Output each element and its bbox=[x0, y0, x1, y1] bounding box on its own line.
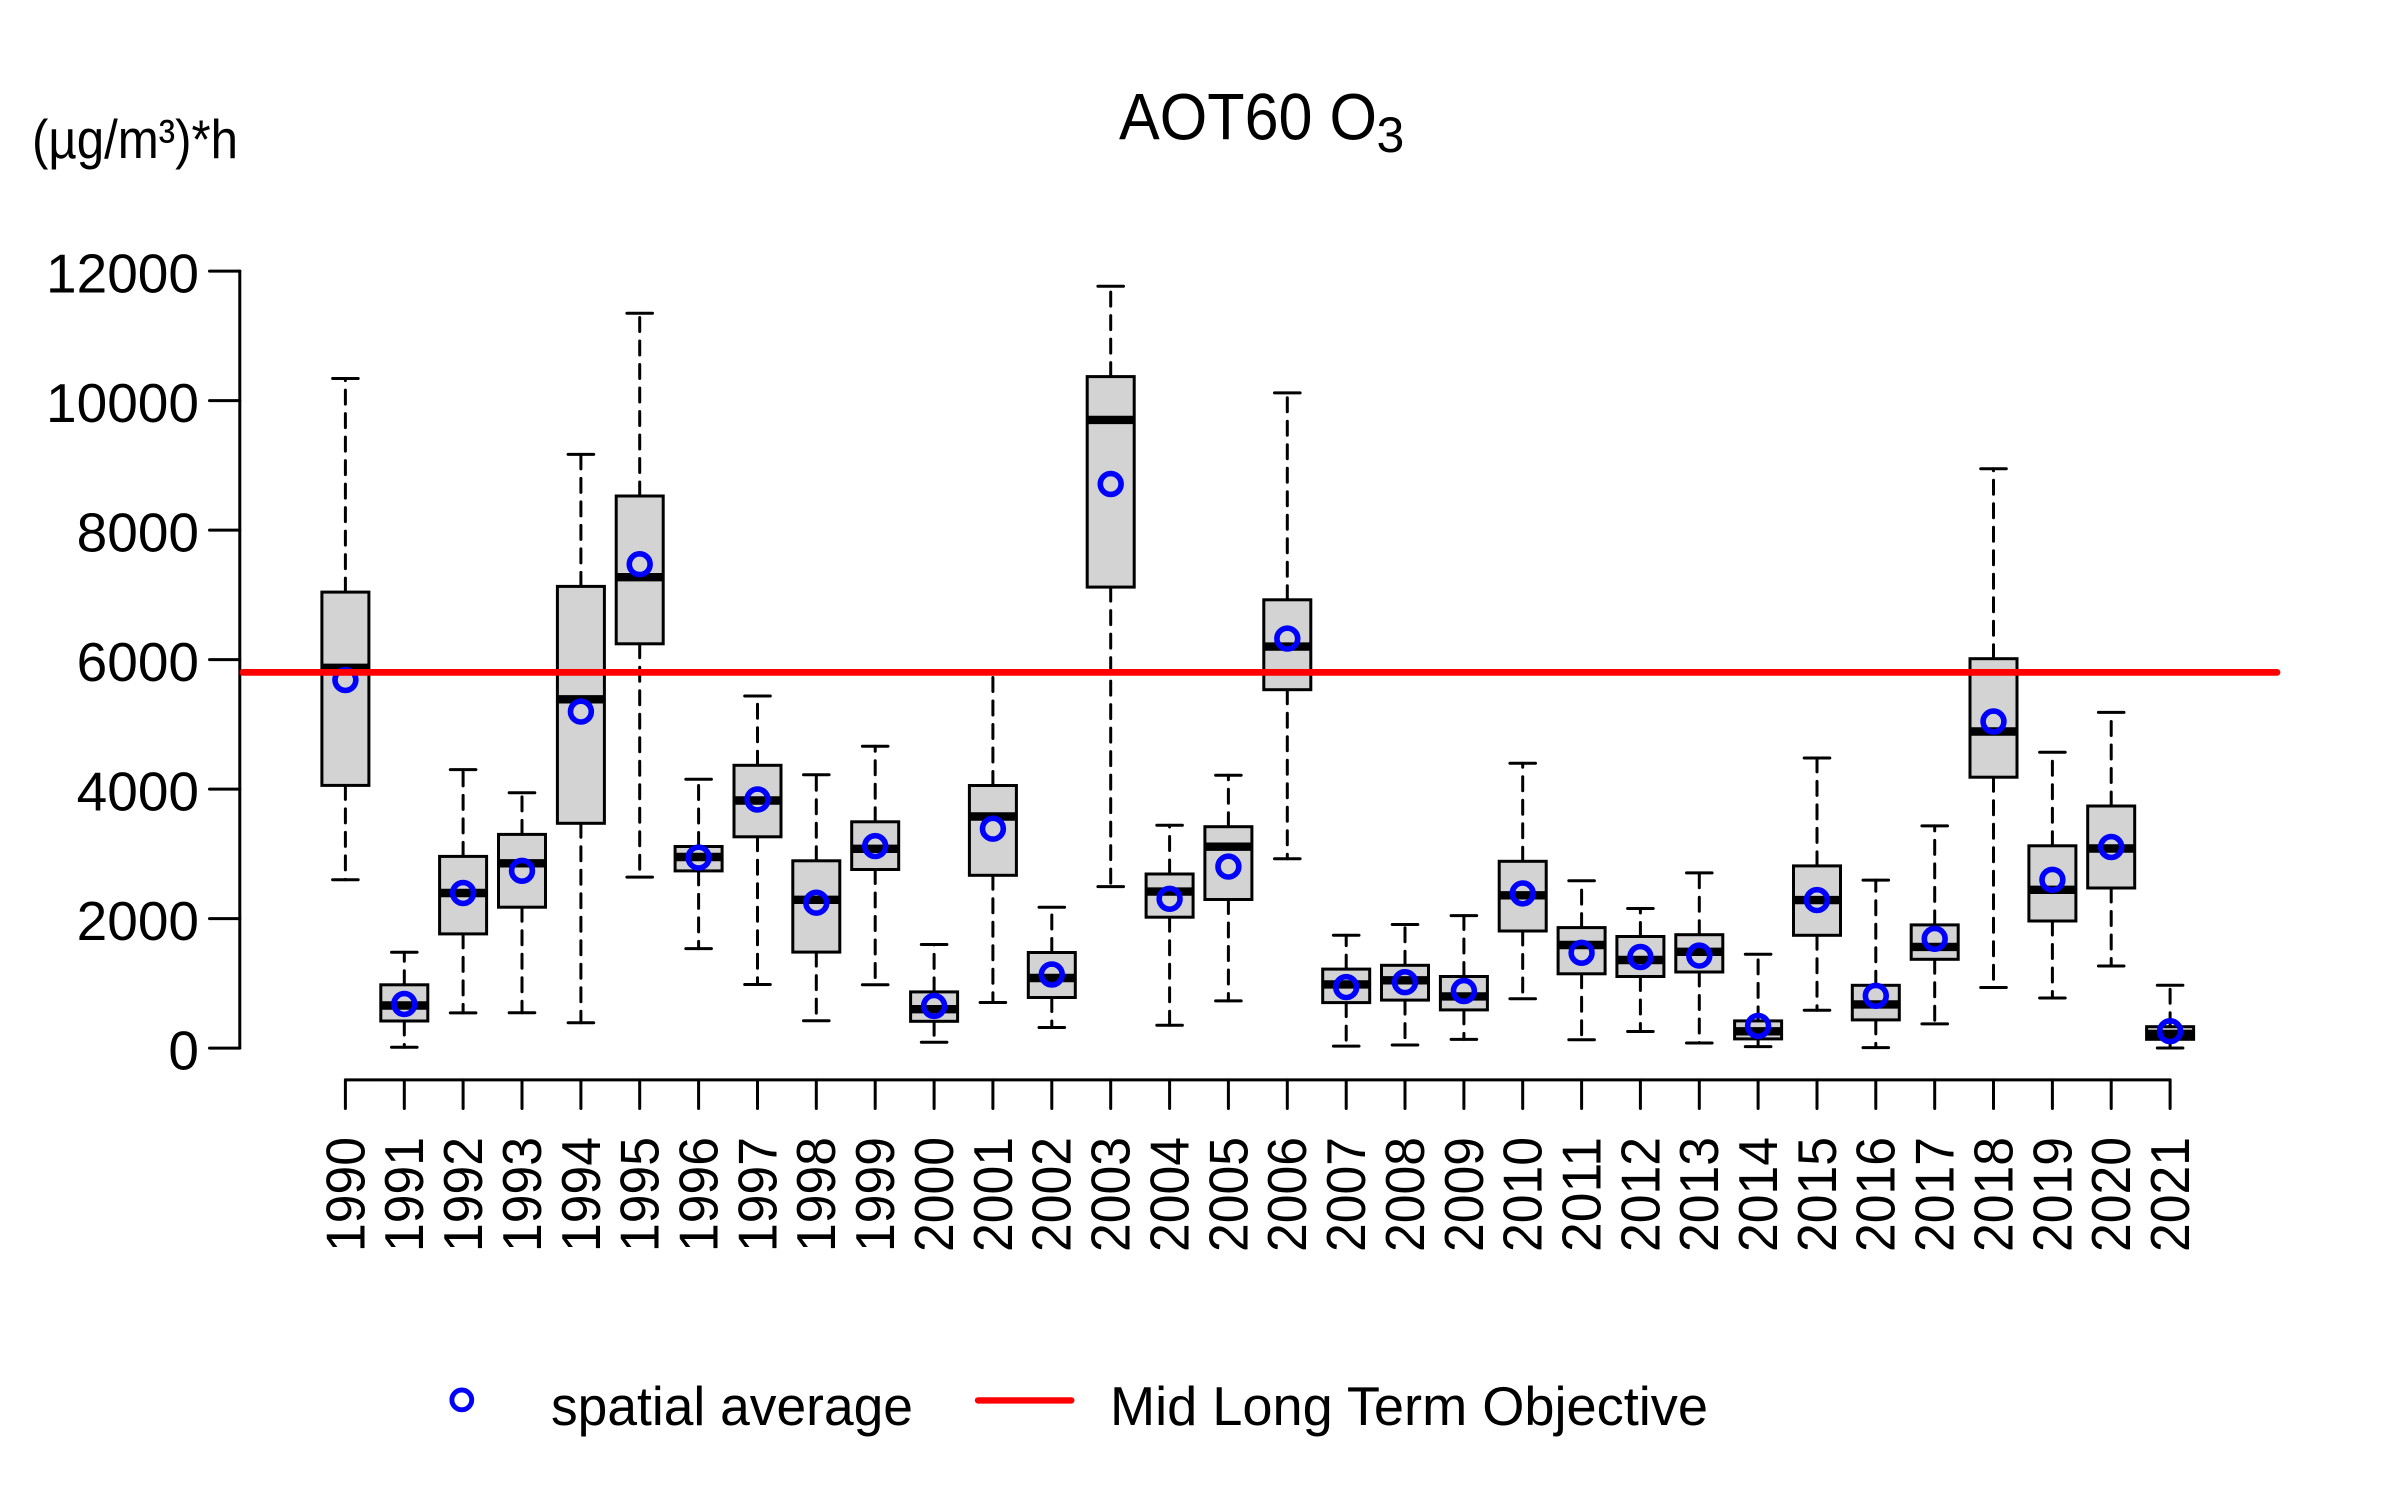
svg-text:2013: 2013 bbox=[1668, 1137, 1730, 1252]
svg-text:1990: 1990 bbox=[314, 1137, 376, 1252]
svg-text:spatial average: spatial average bbox=[551, 1375, 913, 1437]
svg-text:2000: 2000 bbox=[903, 1137, 965, 1252]
svg-text:2016: 2016 bbox=[1845, 1137, 1907, 1252]
svg-text:1996: 1996 bbox=[668, 1137, 730, 1252]
svg-text:(µg/m³)*h: (µg/m³)*h bbox=[32, 108, 238, 170]
svg-text:2010: 2010 bbox=[1492, 1137, 1554, 1252]
svg-text:1997: 1997 bbox=[726, 1137, 788, 1252]
svg-text:2021: 2021 bbox=[2139, 1137, 2201, 1252]
svg-text:2019: 2019 bbox=[2021, 1137, 2083, 1252]
svg-text:2005: 2005 bbox=[1197, 1137, 1259, 1252]
svg-text:AOT60 O: AOT60 O bbox=[1119, 80, 1377, 154]
svg-text:1995: 1995 bbox=[609, 1137, 671, 1252]
svg-text:2012: 2012 bbox=[1609, 1137, 1671, 1252]
svg-text:1994: 1994 bbox=[550, 1137, 612, 1252]
svg-text:1999: 1999 bbox=[844, 1137, 906, 1252]
svg-text:Mid Long Term Objective: Mid Long Term Objective bbox=[1110, 1375, 1708, 1437]
svg-text:3: 3 bbox=[1377, 107, 1405, 163]
svg-text:1992: 1992 bbox=[432, 1137, 494, 1252]
svg-text:2003: 2003 bbox=[1080, 1137, 1142, 1252]
svg-text:1998: 1998 bbox=[785, 1137, 847, 1252]
svg-text:2017: 2017 bbox=[1904, 1137, 1966, 1252]
svg-text:2011: 2011 bbox=[1551, 1137, 1613, 1252]
svg-text:2008: 2008 bbox=[1374, 1137, 1436, 1252]
svg-text:2014: 2014 bbox=[1727, 1137, 1789, 1252]
svg-text:4000: 4000 bbox=[77, 760, 199, 822]
svg-text:2000: 2000 bbox=[77, 890, 199, 952]
svg-text:2002: 2002 bbox=[1021, 1137, 1083, 1252]
svg-text:10000: 10000 bbox=[46, 372, 199, 434]
svg-text:6000: 6000 bbox=[77, 631, 199, 693]
svg-text:0: 0 bbox=[168, 1019, 199, 1081]
svg-text:2006: 2006 bbox=[1256, 1137, 1318, 1252]
svg-text:1991: 1991 bbox=[373, 1137, 435, 1252]
svg-text:2007: 2007 bbox=[1315, 1137, 1377, 1252]
svg-text:2004: 2004 bbox=[1139, 1137, 1201, 1252]
svg-text:2001: 2001 bbox=[962, 1137, 1024, 1252]
svg-text:2015: 2015 bbox=[1786, 1137, 1848, 1252]
svg-text:2009: 2009 bbox=[1433, 1137, 1495, 1252]
svg-text:2018: 2018 bbox=[1962, 1137, 2024, 1252]
svg-text:1993: 1993 bbox=[491, 1137, 553, 1252]
svg-text:8000: 8000 bbox=[77, 501, 199, 563]
svg-text:2020: 2020 bbox=[2080, 1137, 2142, 1252]
svg-text:12000: 12000 bbox=[46, 242, 199, 304]
